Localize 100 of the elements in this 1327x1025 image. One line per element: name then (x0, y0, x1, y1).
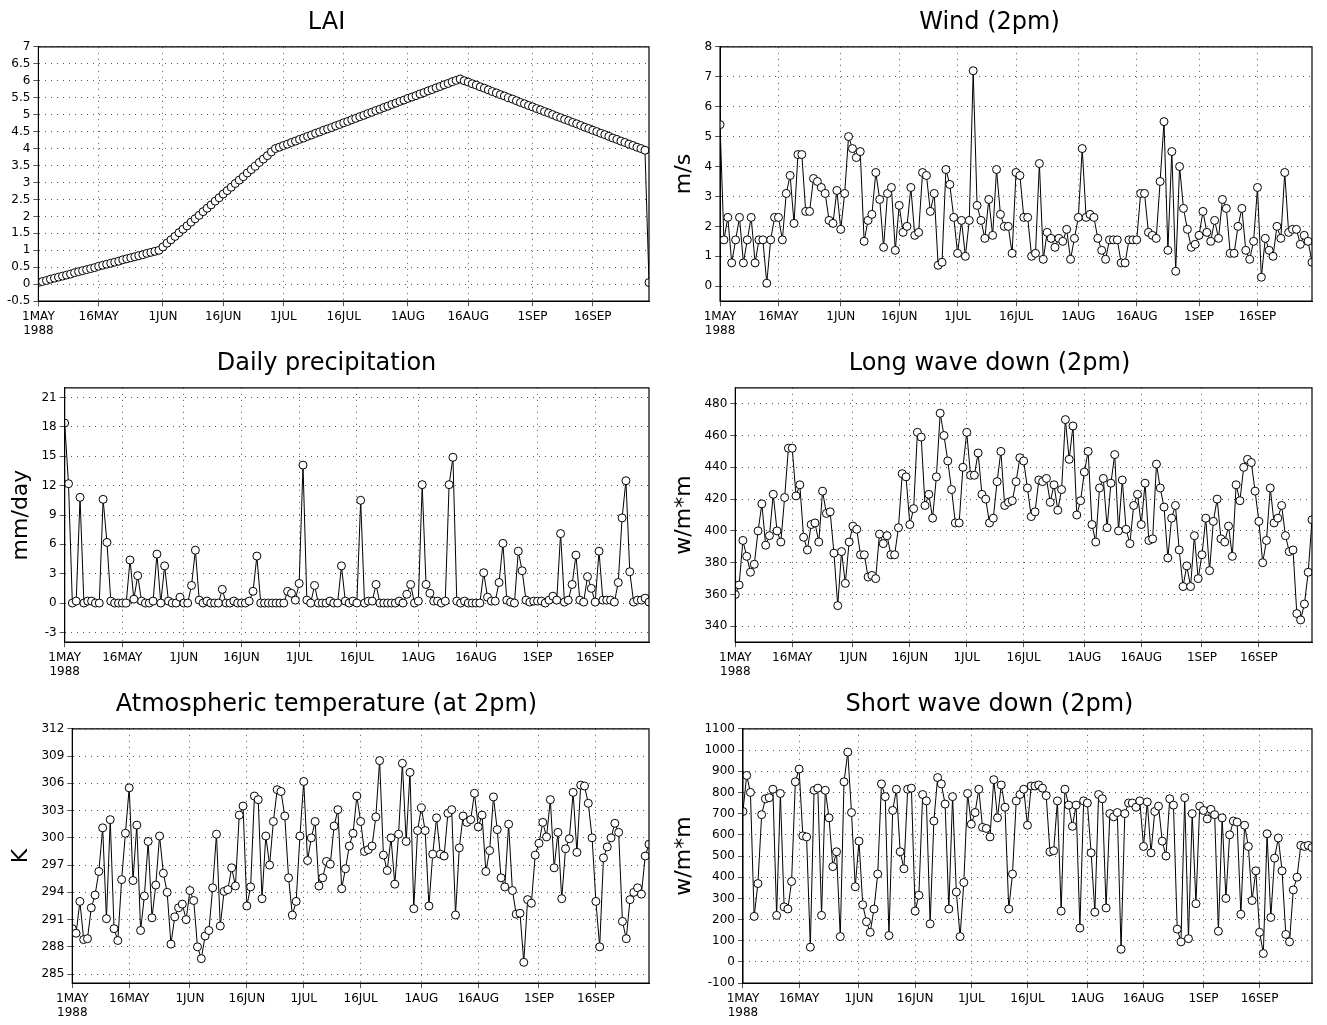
y-tick-label: -100 (707, 975, 735, 990)
y-tick-label: 6 (49, 536, 57, 551)
x-tick-label: 1JUL (290, 990, 318, 1005)
y-tick-label: 309 (41, 748, 65, 763)
x-tick-label: 1JUL (944, 308, 972, 323)
y-tick-label: 300 (712, 890, 735, 905)
chart-title: Short wave down (2pm) (845, 688, 1134, 717)
y-axis-title: w/m*m (669, 816, 695, 896)
x-tick-label: 16AUG (1115, 308, 1158, 323)
y-tick-label: 300 (41, 829, 65, 844)
y-axis-title: w/m*m (669, 475, 695, 555)
x-tick-label: 16AUG (457, 990, 500, 1005)
x-tick-label: 1JUN (844, 990, 874, 1005)
x-tick-label: 1SEP (523, 990, 555, 1005)
y-tick-label: 3 (49, 565, 57, 580)
x-tick-label: 1SEP (522, 649, 553, 664)
x-tick-label: 1JUL (953, 649, 981, 664)
x-tick-label: 1SEP (517, 308, 548, 323)
x-tick-label: 16MAY (78, 308, 120, 323)
y-tick-label: 294 (41, 884, 65, 899)
y-tick-label: 0 (704, 278, 713, 293)
chart-title: Daily precipitation (216, 347, 437, 376)
x-tick-label: 16MAY (758, 308, 800, 323)
x-tick-label: 16MAY (778, 990, 820, 1005)
x-tick-label: 16AUG (455, 649, 497, 664)
y-tick-label: 5 (22, 106, 31, 121)
x-tick-label: 16JUN (880, 308, 918, 323)
y-tick-label: 1000 (704, 742, 735, 757)
x-tick-label: 16AUG (1122, 990, 1165, 1005)
x-tick-label: 16JUN (228, 990, 266, 1005)
x-tick-label: 1JUL (957, 990, 985, 1005)
x-tick-label: 16JUL (1010, 990, 1045, 1005)
y-axis-title: mm/day (6, 469, 32, 561)
y-axis-title: m/s (669, 153, 695, 195)
y-tick-label: 500 (712, 848, 735, 863)
chart-title: Atmospheric temperature (at 2pm) (115, 688, 538, 717)
x-tick-label: 1JUL (285, 649, 313, 664)
x-tick-label: 16JUL (343, 990, 379, 1005)
x-tick-label: 1SEP (1188, 990, 1219, 1005)
y-tick-label: 1.5 (11, 225, 31, 240)
x-tick-label: 16SEP (573, 308, 612, 323)
x-tick-label: 1MAY 1988 (703, 308, 737, 337)
y-tick-label: 360 (704, 586, 728, 601)
x-tick-label: 1JUN (826, 308, 856, 323)
y-tick-label: 7 (22, 38, 31, 53)
y-tick-label: 440 (704, 459, 728, 474)
x-tick-label: 16AUG (447, 308, 490, 323)
x-tick-label: 16JUL (1006, 649, 1042, 664)
x-tick-label: 16JUL (326, 308, 362, 323)
y-tick-label: 12 (41, 477, 57, 492)
y-tick-label: 5 (704, 128, 713, 143)
x-tick-label: 1JUN (175, 990, 205, 1005)
y-tick-label: 0 (49, 595, 57, 610)
y-tick-label: 15 (41, 448, 57, 463)
y-tick-label: 306 (41, 775, 65, 790)
y-tick-label: 297 (41, 857, 65, 872)
y-tick-label: 285 (41, 966, 65, 981)
y-tick-label: 7 (704, 68, 713, 83)
x-tick-label: 16SEP (1238, 308, 1277, 323)
y-axis-title: K (6, 848, 32, 864)
y-tick-label: -0.5 (6, 293, 31, 308)
y-tick-label: 4.5 (11, 123, 31, 138)
y-tick-label: 21 (41, 389, 57, 404)
y-tick-label: 1 (22, 242, 31, 257)
y-tick-label: -3 (44, 624, 57, 639)
x-tick-label: 16SEP (577, 990, 615, 1005)
x-tick-label: 16JUL (998, 308, 1034, 323)
x-tick-label: 1MAY 1988 (56, 990, 90, 1019)
y-tick-label: 9 (49, 507, 57, 522)
x-tick-label: 16SEP (1240, 990, 1279, 1005)
y-tick-label: 380 (704, 554, 728, 569)
x-tick-label: 1AUG (401, 649, 436, 664)
y-tick-label: 400 (704, 523, 728, 538)
x-tick-label: 16JUN (204, 308, 242, 323)
y-tick-label: 480 (704, 395, 728, 410)
y-tick-label: 0.5 (11, 259, 31, 274)
y-tick-label: 303 (41, 802, 65, 817)
x-tick-label: 16SEP (1240, 649, 1278, 664)
y-tick-label: 1100 (704, 720, 735, 735)
y-tick-label: 600 (712, 826, 735, 841)
y-tick-label: 100 (712, 932, 735, 947)
y-tick-label: 6 (704, 98, 713, 113)
x-tick-label: 1MAY 1988 (726, 990, 760, 1019)
y-tick-label: 340 (704, 618, 728, 633)
x-tick-label: 16AUG (1120, 649, 1163, 664)
y-tick-label: 2 (704, 218, 713, 233)
y-tick-label: 288 (41, 938, 65, 953)
x-tick-label: 1AUG (391, 308, 425, 323)
x-tick-label: 1JUN (148, 308, 178, 323)
y-tick-label: 0 (727, 954, 735, 969)
x-tick-label: 1AUG (1061, 308, 1096, 323)
x-tick-label: 16JUL (339, 649, 375, 664)
y-tick-label: 4 (704, 158, 713, 173)
x-tick-label: 1JUN (169, 649, 199, 664)
y-tick-label: 18 (41, 419, 57, 434)
y-tick-label: 6.5 (11, 55, 31, 70)
y-tick-label: 4 (22, 140, 31, 155)
x-tick-label: 1JUN (838, 649, 868, 664)
chart-title: Wind (2pm) (919, 6, 1060, 35)
y-tick-label: 312 (41, 720, 65, 735)
